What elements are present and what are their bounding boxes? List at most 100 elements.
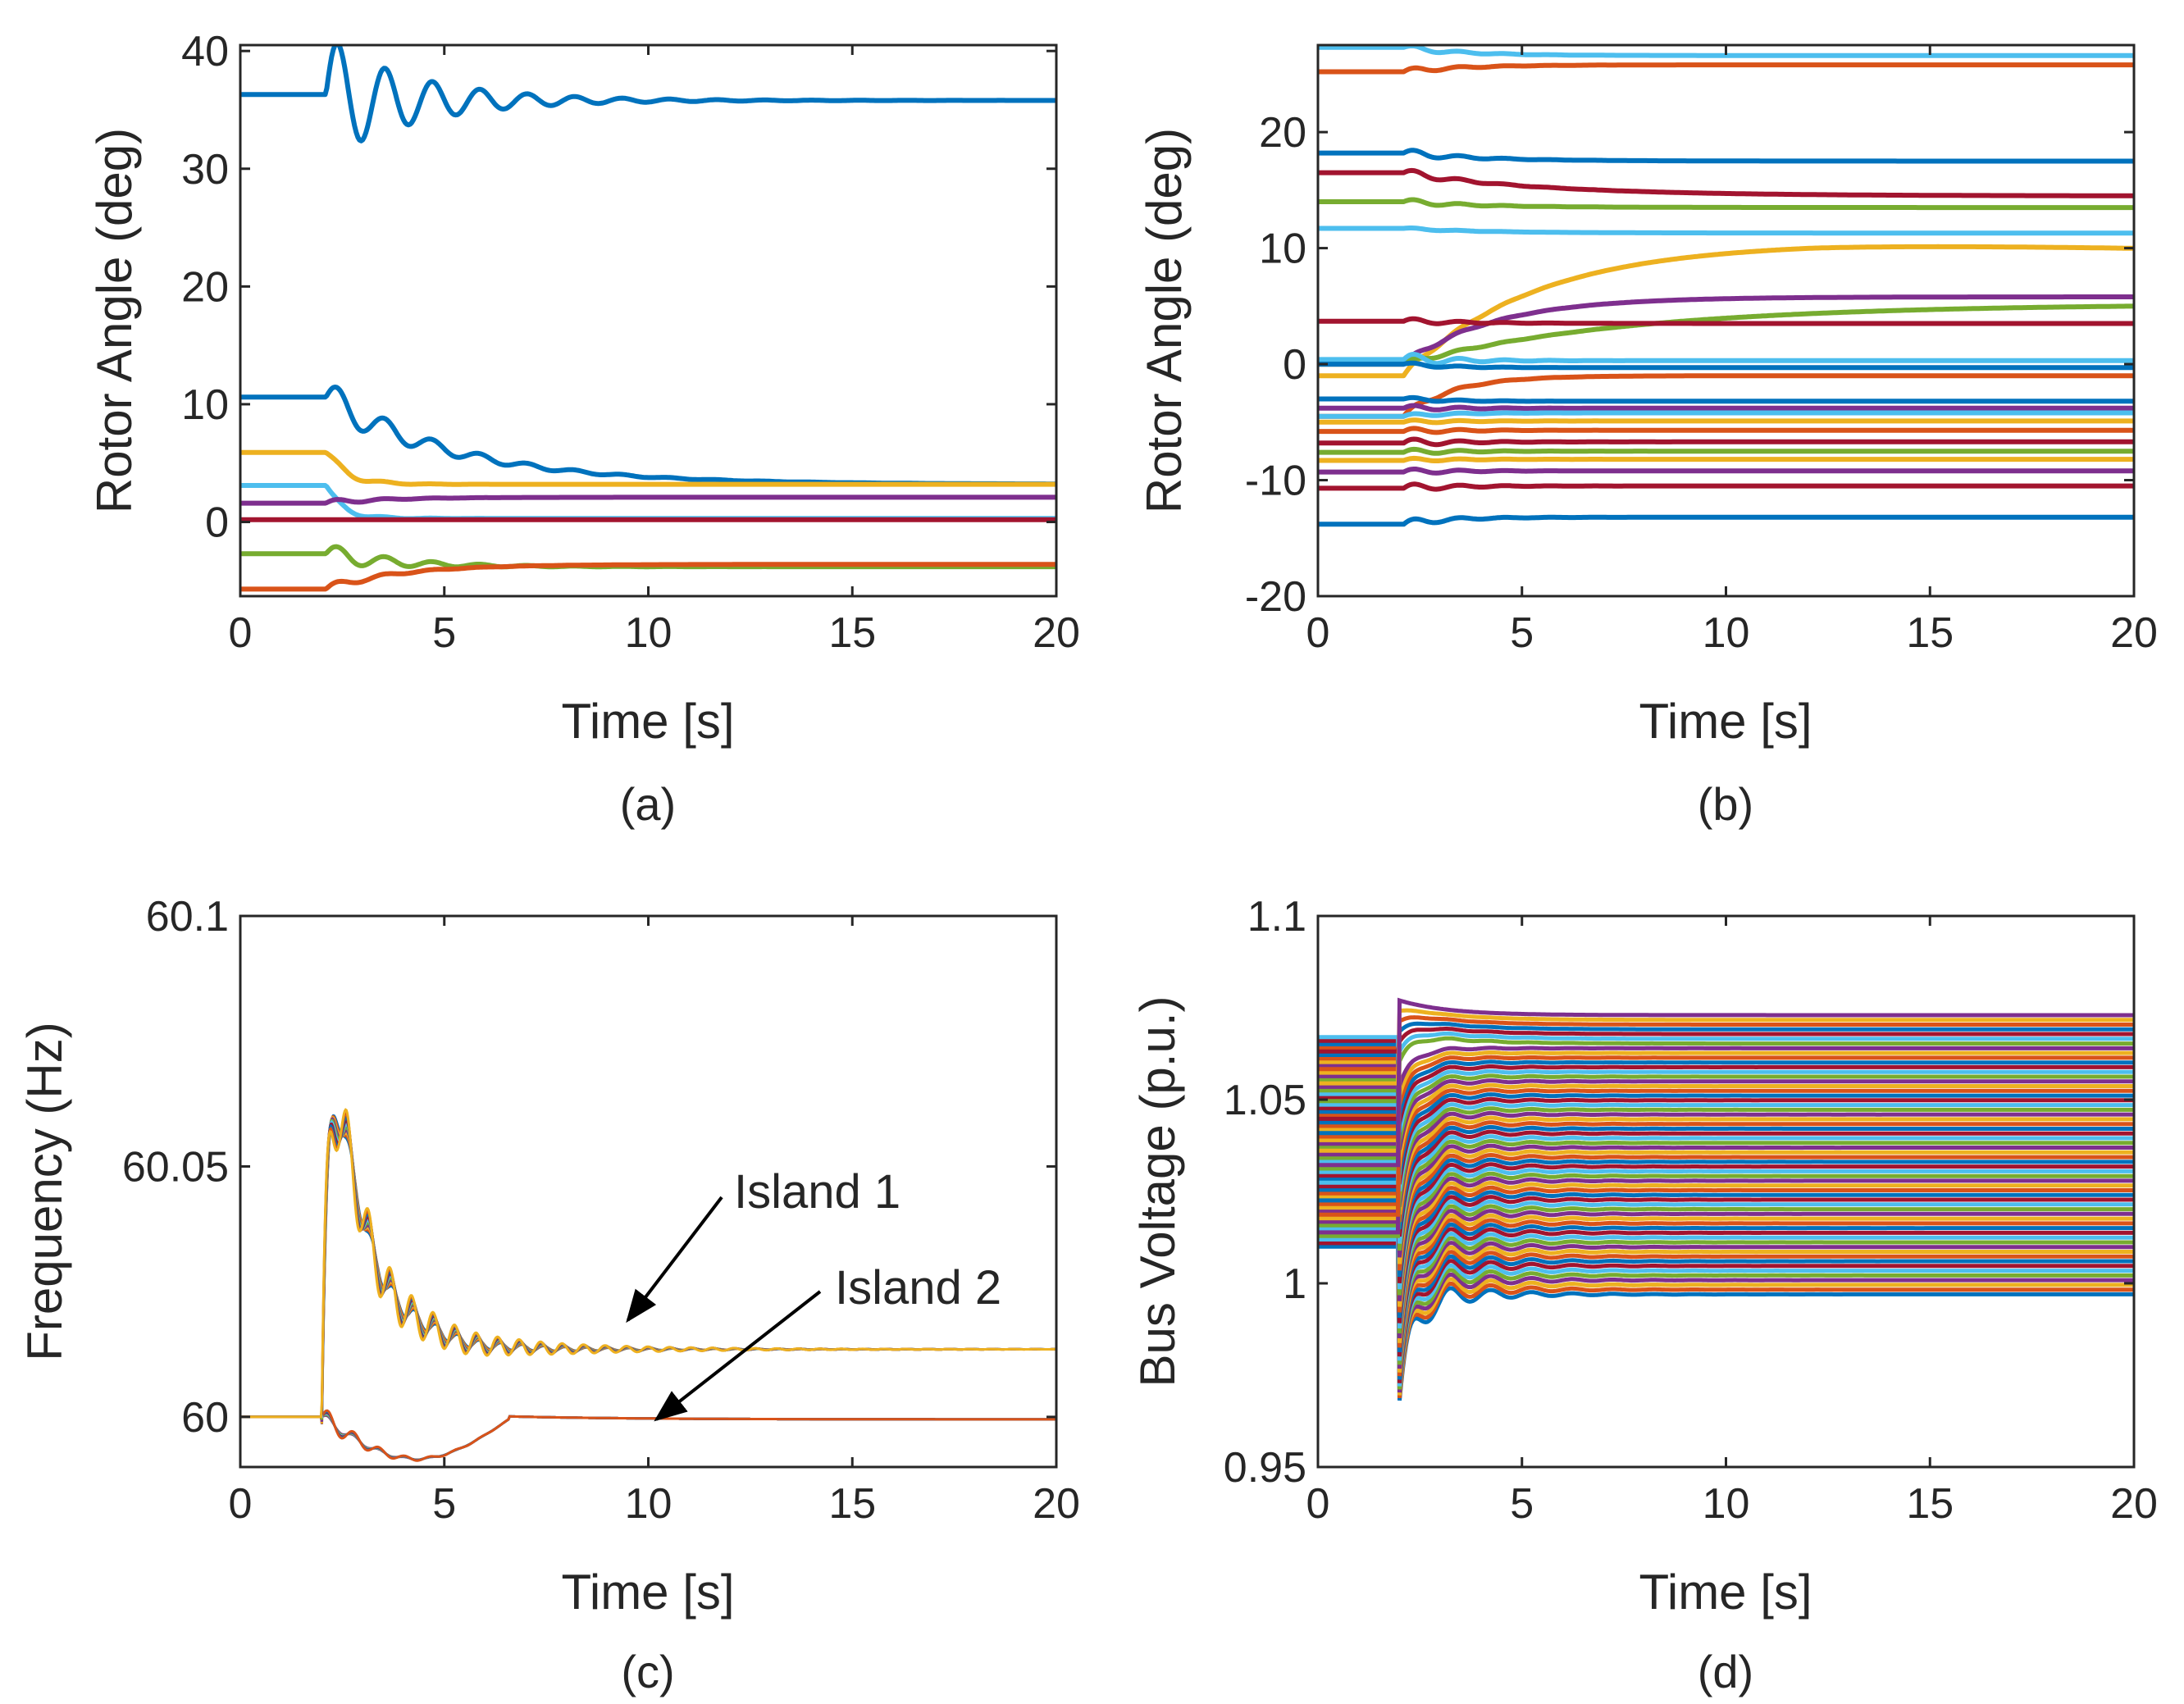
series-line-bus-18 xyxy=(1318,1141,2134,1339)
series-line-bus-17 xyxy=(1318,1059,2134,1343)
series-line-gen-11 xyxy=(1318,352,2134,367)
series-line-bus-5 xyxy=(1318,1145,2134,1390)
x-tick-label: 0 xyxy=(229,609,253,657)
series-line-bus-20 xyxy=(1318,1091,2134,1329)
panel-b-caption: (b) xyxy=(1698,778,1753,830)
series-line-bus-56 xyxy=(1318,1027,2134,1054)
series-line-bus-55 xyxy=(1318,1031,2134,1185)
series-line-bus-36 xyxy=(1318,1120,2134,1230)
y-tick-label: 1.05 xyxy=(1224,1077,1306,1124)
x-tick-label: 15 xyxy=(1906,1480,1954,1528)
series-line-gen-9 xyxy=(1318,303,2134,367)
y-tick-label: 1.1 xyxy=(1247,893,1306,941)
series-line-bus-28 xyxy=(1318,1105,2134,1283)
series-line-bus-22 xyxy=(1318,1042,2134,1319)
series-line-bus-12 xyxy=(1318,1078,2134,1365)
x-tick-label: 20 xyxy=(1033,609,1080,657)
panel-b-ticks: 0 5 10 15 20 -20 -10 0 10 20 xyxy=(1245,45,2158,657)
series-line-bus-33 xyxy=(1318,1088,2134,1251)
series-line-bus-16 xyxy=(1318,1191,2134,1348)
series-line-bus-60 xyxy=(1318,997,2134,1168)
series-line-gen-13 xyxy=(1318,373,2134,419)
series-line-bus-39 xyxy=(1318,1110,2134,1207)
x-tick-label: 5 xyxy=(432,609,456,657)
series-line-gen-4 xyxy=(1318,167,2134,198)
y-tick-label: 20 xyxy=(181,263,229,311)
panel-b-series xyxy=(1318,45,2134,527)
series-line-bus-51 xyxy=(1318,1055,2134,1105)
series-line-bus-38 xyxy=(1318,1070,2134,1215)
series-line-gen-6 xyxy=(1318,226,2134,236)
panel-c-series xyxy=(240,1108,1056,1462)
x-tick-label: 15 xyxy=(828,1480,876,1528)
panel-c-caption: (c) xyxy=(621,1646,674,1697)
series-line-bus-45 xyxy=(1318,1082,2134,1221)
series-line-bus-7 xyxy=(1318,1095,2134,1383)
y-tick-label: 60.05 xyxy=(122,1143,229,1191)
x-tick-label: 5 xyxy=(1510,1480,1534,1528)
y-tick-label: 10 xyxy=(181,381,229,429)
series-line-gen-14 xyxy=(1318,394,2134,404)
series-line-bus-34 xyxy=(1318,1134,2134,1244)
series-line-gen-21 xyxy=(1318,455,2134,463)
series-line-bus-35 xyxy=(1318,1038,2134,1237)
series-line-bus-30 xyxy=(1318,1056,2134,1271)
island-1-annotation: Island 1 xyxy=(734,1165,901,1219)
series-line-gen-5 xyxy=(240,494,1056,506)
panel-b-ylabel: Rotor Angle (deg) xyxy=(1137,128,1192,513)
panel-d-ticks: 0 5 10 15 20 0.95 1 1.05 1.1 xyxy=(1224,893,2158,1528)
x-tick-label: 5 xyxy=(1510,609,1534,657)
x-tick-label: 20 xyxy=(2110,1480,2158,1528)
y-tick-label: 30 xyxy=(181,146,229,194)
series-line-bus-25 xyxy=(1318,1073,2134,1301)
panel-a-ticks: 0 5 10 15 20 0 10 20 30 40 xyxy=(181,28,1080,657)
panel-a-xlabel: Time [s] xyxy=(561,694,734,749)
series-line-gen-16 xyxy=(1318,410,2134,419)
series-line-island-1-10 xyxy=(240,1108,1056,1419)
series-line-bus-9 xyxy=(1318,1046,2134,1377)
y-tick-label: 20 xyxy=(1259,109,1306,157)
panel-c-arrows xyxy=(626,1196,822,1422)
series-line-bus-21 xyxy=(1318,1173,2134,1324)
y-tick-label: 1 xyxy=(1283,1260,1306,1308)
series-line-gen-22 xyxy=(1318,467,2134,476)
panel-a-series xyxy=(240,45,1056,592)
panel-a: 0 5 10 15 20 0 10 20 30 40 Time [s] Rotor Angle (… xyxy=(87,28,1080,830)
series-line-bus-14 xyxy=(1318,1227,2134,1357)
series-line-gen-18 xyxy=(1318,426,2134,435)
panel-b-xlabel: Time [s] xyxy=(1639,694,1812,749)
x-tick-label: 20 xyxy=(1033,1480,1080,1528)
series-line-gen-3 xyxy=(240,449,1056,487)
series-line-bus-46 xyxy=(1318,1078,2134,1150)
x-tick-label: 5 xyxy=(432,1480,456,1528)
y-tick-label: 0 xyxy=(1283,341,1306,389)
series-line-gen-24 xyxy=(1318,514,2134,527)
series-line-gen-20 xyxy=(1318,446,2134,456)
x-tick-label: 0 xyxy=(1306,1480,1330,1528)
series-line-bus-2 xyxy=(1318,1113,2134,1399)
series-line-bus-31 xyxy=(1318,1137,2134,1264)
series-line-gen-1 xyxy=(1318,45,2134,58)
panel-d-series xyxy=(1318,997,2134,1401)
series-line-bus-58 xyxy=(1318,1015,2134,1217)
series-line-bus-37 xyxy=(1318,1120,2134,1223)
panel-d-ylabel: Bus Voltage (p.u.) xyxy=(1130,996,1185,1387)
series-line-bus-11 xyxy=(1318,1209,2134,1369)
series-line-gen-3 xyxy=(1318,148,2134,164)
x-tick-label: 20 xyxy=(2110,609,2158,657)
series-line-bus-47 xyxy=(1318,1073,2134,1171)
series-line-bus-23 xyxy=(1318,1123,2134,1313)
series-line-gen-12 xyxy=(1318,360,2134,371)
series-line-bus-59 xyxy=(1318,1008,2134,1086)
series-line-gen-8 xyxy=(1318,294,2134,367)
y-tick-label: 60.1 xyxy=(146,893,229,941)
y-tick-label: 60 xyxy=(181,1394,229,1442)
series-line-bus-15 xyxy=(1318,1109,2134,1353)
series-line-bus-40 xyxy=(1318,1106,2134,1238)
series-line-bus-13 xyxy=(1318,1159,2134,1361)
series-line-island-2-6 xyxy=(240,1409,1056,1462)
series-line-gen-8 xyxy=(240,562,1056,592)
series-line-bus-54 xyxy=(1318,1036,2134,1104)
series-line-bus-24 xyxy=(1318,1180,2134,1307)
